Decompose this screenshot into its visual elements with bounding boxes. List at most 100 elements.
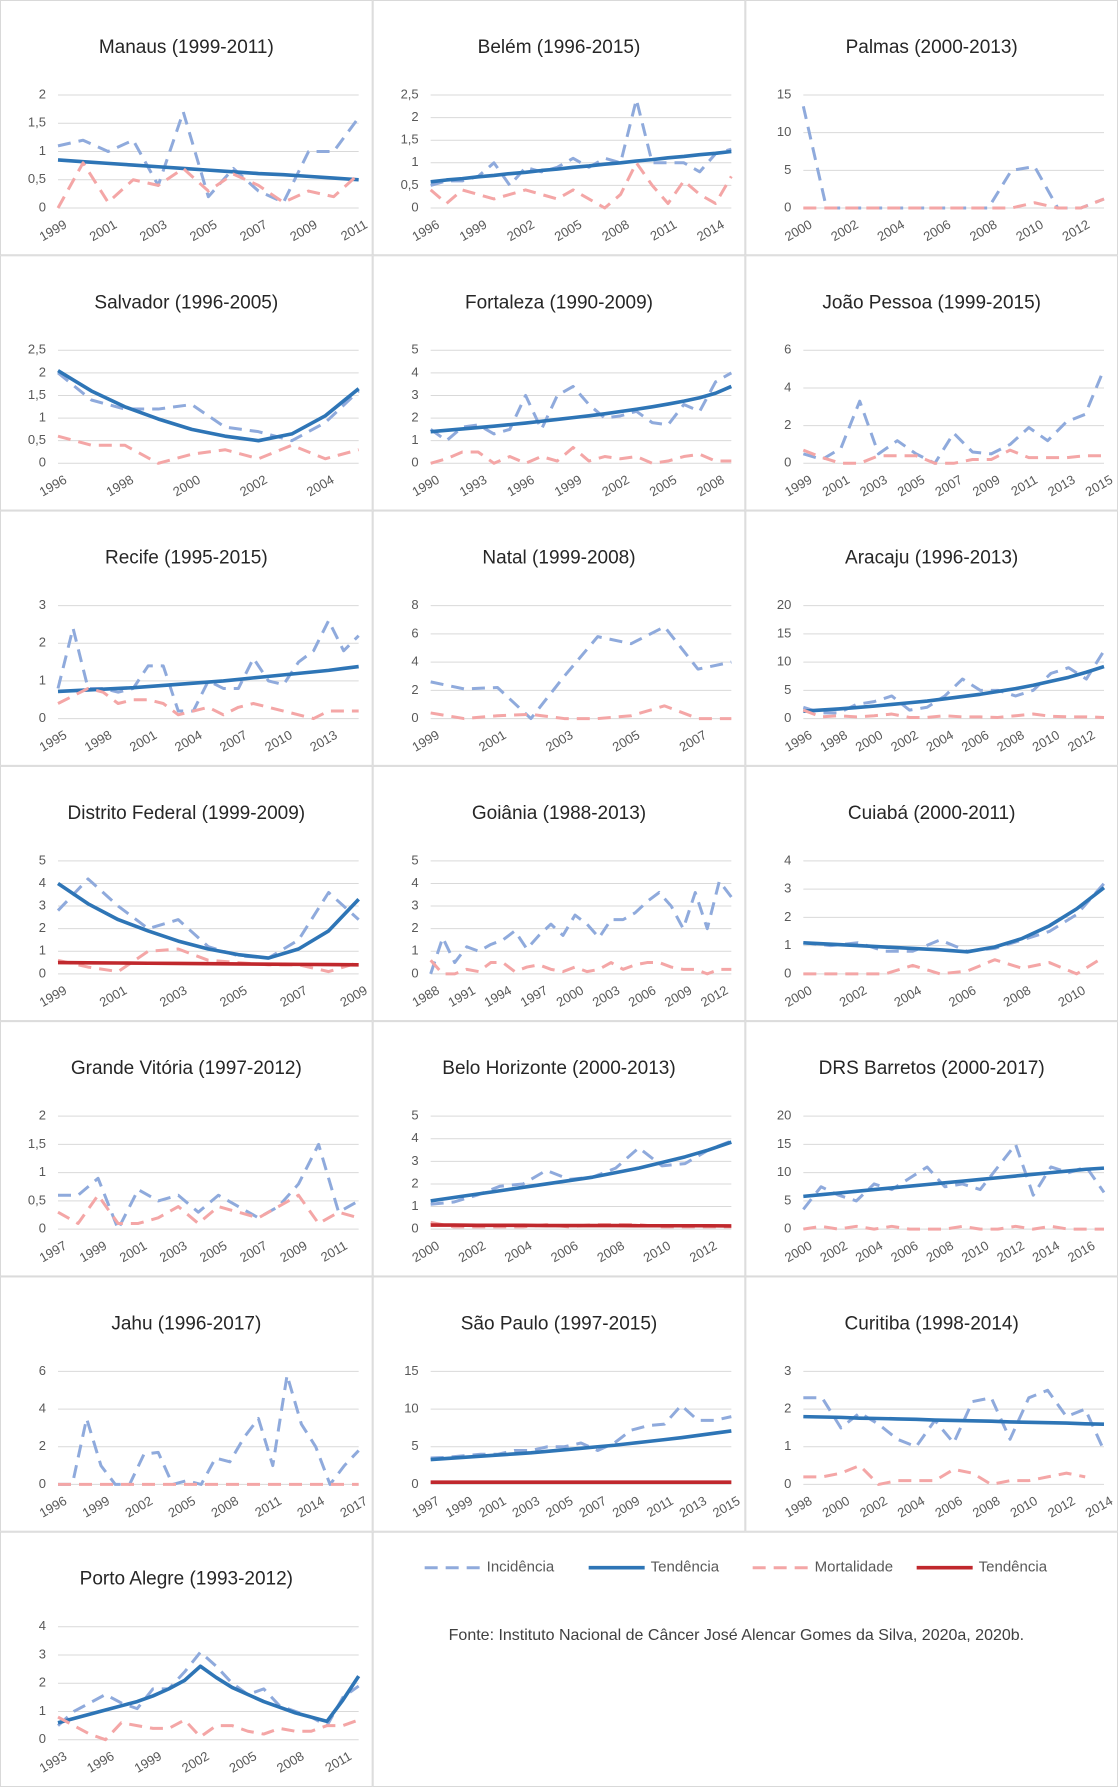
x-tick-label: 2010 [262,727,295,754]
x-tick-label: 1999 [443,1493,476,1520]
y-tick-label: 1 [39,410,46,425]
x-tick-label: 2011 [1008,472,1040,499]
y-tick-label: 3 [39,1646,46,1661]
series-line [57,1715,360,1742]
series-line [429,959,732,976]
x-tick-label: 2000 [782,1238,815,1265]
series-line [803,886,1106,954]
chart-title: Belo Horizonte (2000-2013) [442,1058,675,1079]
y-tick-label: 1,5 [28,387,46,402]
x-tick-label: 1996 [504,472,537,499]
y-tick-label: 0 [39,710,46,725]
series-line [57,664,359,694]
cell-border [372,765,746,1022]
series-line [429,161,733,210]
y-tick-label: 0 [39,199,46,214]
x-tick-label: 2001 [820,472,853,499]
x-tick-label: 2010 [1030,727,1063,754]
y-tick-label: 0 [784,1221,791,1236]
x-tick-label: 2017 [337,1493,370,1520]
y-tick-label: 3 [784,881,791,896]
series-line [802,1142,1106,1211]
series-line [803,1224,1104,1231]
chart-title: Salvador (1996-2005) [94,292,278,313]
cell-border [372,510,746,766]
x-tick-label: 2013 [307,727,340,754]
x-tick-label: 2002 [504,217,537,244]
series-line [802,649,1106,715]
y-tick-label: 10 [777,1164,791,1179]
cell-border [0,1021,373,1277]
x-tick-label: 2005 [610,727,643,754]
series-line [57,947,360,974]
y-tick-label: 0,5 [401,177,419,192]
x-tick-label: 2014 [1030,1238,1063,1265]
x-tick-label: 1999 [457,217,490,244]
series-line [803,664,1105,714]
y-tick-label: 15 [777,86,791,101]
y-tick-label: 4 [411,364,418,379]
x-tick-label: 2004 [891,982,924,1009]
x-tick-label: 2010 [641,1238,674,1265]
x-tick-label: 2009 [662,982,695,1009]
y-tick-label: 4 [411,875,418,890]
y-tick-label: 0 [784,199,791,214]
series-line [56,161,360,209]
x-tick-label: 2002 [456,1238,489,1265]
x-tick-label: 2000 [782,982,815,1009]
y-tick-label: 20 [777,597,791,612]
x-tick-label: 2006 [932,1493,965,1520]
chart-title: DRS Barretos (2000-2017) [819,1058,1045,1079]
y-tick-label: 5 [784,1192,791,1207]
x-tick-label: 2010 [1008,1493,1041,1520]
y-tick-label: 0 [784,455,791,470]
y-tick-label: 3 [411,387,418,402]
chart-title: Palmas (2000-2013) [846,37,1018,58]
chart-title: Natal (1999-2008) [482,548,635,569]
x-tick-label: 2009 [970,472,1003,499]
x-tick-label: 2008 [923,1238,956,1265]
y-tick-label: 1,5 [401,132,419,147]
x-tick-label: 2008 [599,217,632,244]
series-line [57,371,360,443]
cell-border [0,255,373,511]
x-tick-label: 2005 [552,217,585,244]
x-tick-label: 2000 [820,1493,853,1520]
y-tick-label: 2 [411,109,418,124]
series-line [430,1223,732,1228]
y-tick-label: 1 [39,1164,46,1179]
chart: Natal (1999-2008) 0 2 4 6 8 1999 2001 2003 2005 20… [409,548,732,755]
series-line [803,955,1105,976]
series-line [803,197,1105,210]
x-tick-label: 2004 [502,1238,535,1265]
x-tick-label: 2002 [817,1238,850,1265]
series-line [802,368,1106,465]
x-tick-label: 2006 [888,1238,921,1265]
y-tick-label: 0 [39,1731,46,1746]
x-tick-label: 2004 [304,472,337,499]
x-tick-label: 2004 [875,217,908,244]
x-tick-label: 1999 [37,982,70,1009]
y-tick-label: 4 [39,875,46,890]
x-tick-label: 1993 [457,472,490,499]
y-tick-label: 3 [39,597,46,612]
x-tick-label: 2012 [1060,217,1093,244]
chart-title: Recife (1995-2015) [105,548,268,569]
y-tick-label: 5 [39,852,46,867]
chart-title: Cuiabá (2000-2011) [848,803,1016,824]
series-line [429,879,733,975]
x-tick-label: 2009 [610,1493,643,1520]
y-tick-label: 2 [784,417,791,432]
x-tick-label: 2002 [123,1493,156,1520]
chart-title: Goiânia (1988-2013) [472,803,646,824]
y-tick-label: 5 [411,342,418,357]
chart-title: Aracaju (1996-2013) [845,548,1018,569]
x-tick-label: 1997 [518,982,551,1009]
x-tick-label: 2015 [1083,472,1116,499]
x-tick-label: 2004 [853,1238,886,1265]
chart: Grande Vitória (1997-2012) 0 0,5 1 1,5 2 1997 1… [28,1058,360,1265]
x-tick-label: 1999 [80,1493,113,1520]
y-tick-label: 2 [39,1675,46,1690]
